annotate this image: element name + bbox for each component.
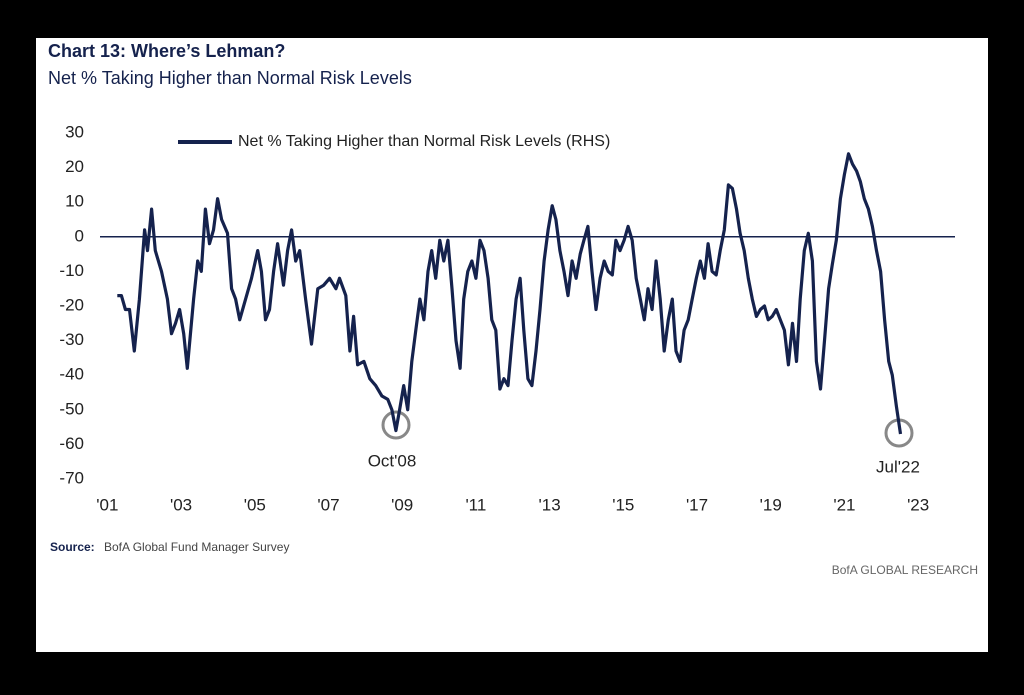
- x-tick-label: '01: [96, 495, 118, 514]
- y-tick-label: 20: [65, 157, 84, 176]
- x-tick-label: '09: [391, 495, 413, 514]
- x-tick-label: '23: [907, 495, 929, 514]
- x-tick-label: '13: [539, 495, 561, 514]
- y-tick-label: -20: [59, 295, 84, 314]
- chart-subtitle: Net % Taking Higher than Normal Risk Lev…: [48, 68, 412, 88]
- y-tick-label: -10: [59, 261, 84, 280]
- y-tick-label: 0: [75, 226, 84, 245]
- y-tick-label: -40: [59, 365, 84, 384]
- y-tick-label: -70: [59, 468, 84, 487]
- y-tick-label: -60: [59, 434, 84, 453]
- annotation-circle: [381, 410, 411, 440]
- data-line: [117, 152, 903, 435]
- x-tick-label: '11: [465, 495, 486, 514]
- x-tick-label: '05: [244, 495, 266, 514]
- annotation: Jul'22: [876, 457, 920, 476]
- chart-title: Chart 13: Where’s Lehman?: [48, 41, 285, 61]
- y-tick-label: 30: [65, 122, 84, 141]
- x-tick-label: '07: [317, 495, 339, 514]
- x-tick-label: '19: [760, 495, 782, 514]
- credit: BofA GLOBAL RESEARCH: [832, 563, 978, 577]
- x-tick-label: '15: [612, 495, 634, 514]
- source-label: Source:: [50, 540, 95, 554]
- source-text: BofA Global Fund Manager Survey: [104, 540, 289, 554]
- y-tick-label: -50: [59, 399, 84, 418]
- legend-label: Net % Taking Higher than Normal Risk Lev…: [238, 133, 610, 150]
- x-tick-label: '17: [686, 495, 708, 514]
- x-tick-label: '03: [170, 495, 192, 514]
- x-tick-label: '21: [833, 495, 855, 514]
- y-tick-label: 10: [65, 192, 84, 211]
- annotation: Oct'08: [368, 451, 417, 470]
- y-tick-label: -30: [59, 330, 84, 349]
